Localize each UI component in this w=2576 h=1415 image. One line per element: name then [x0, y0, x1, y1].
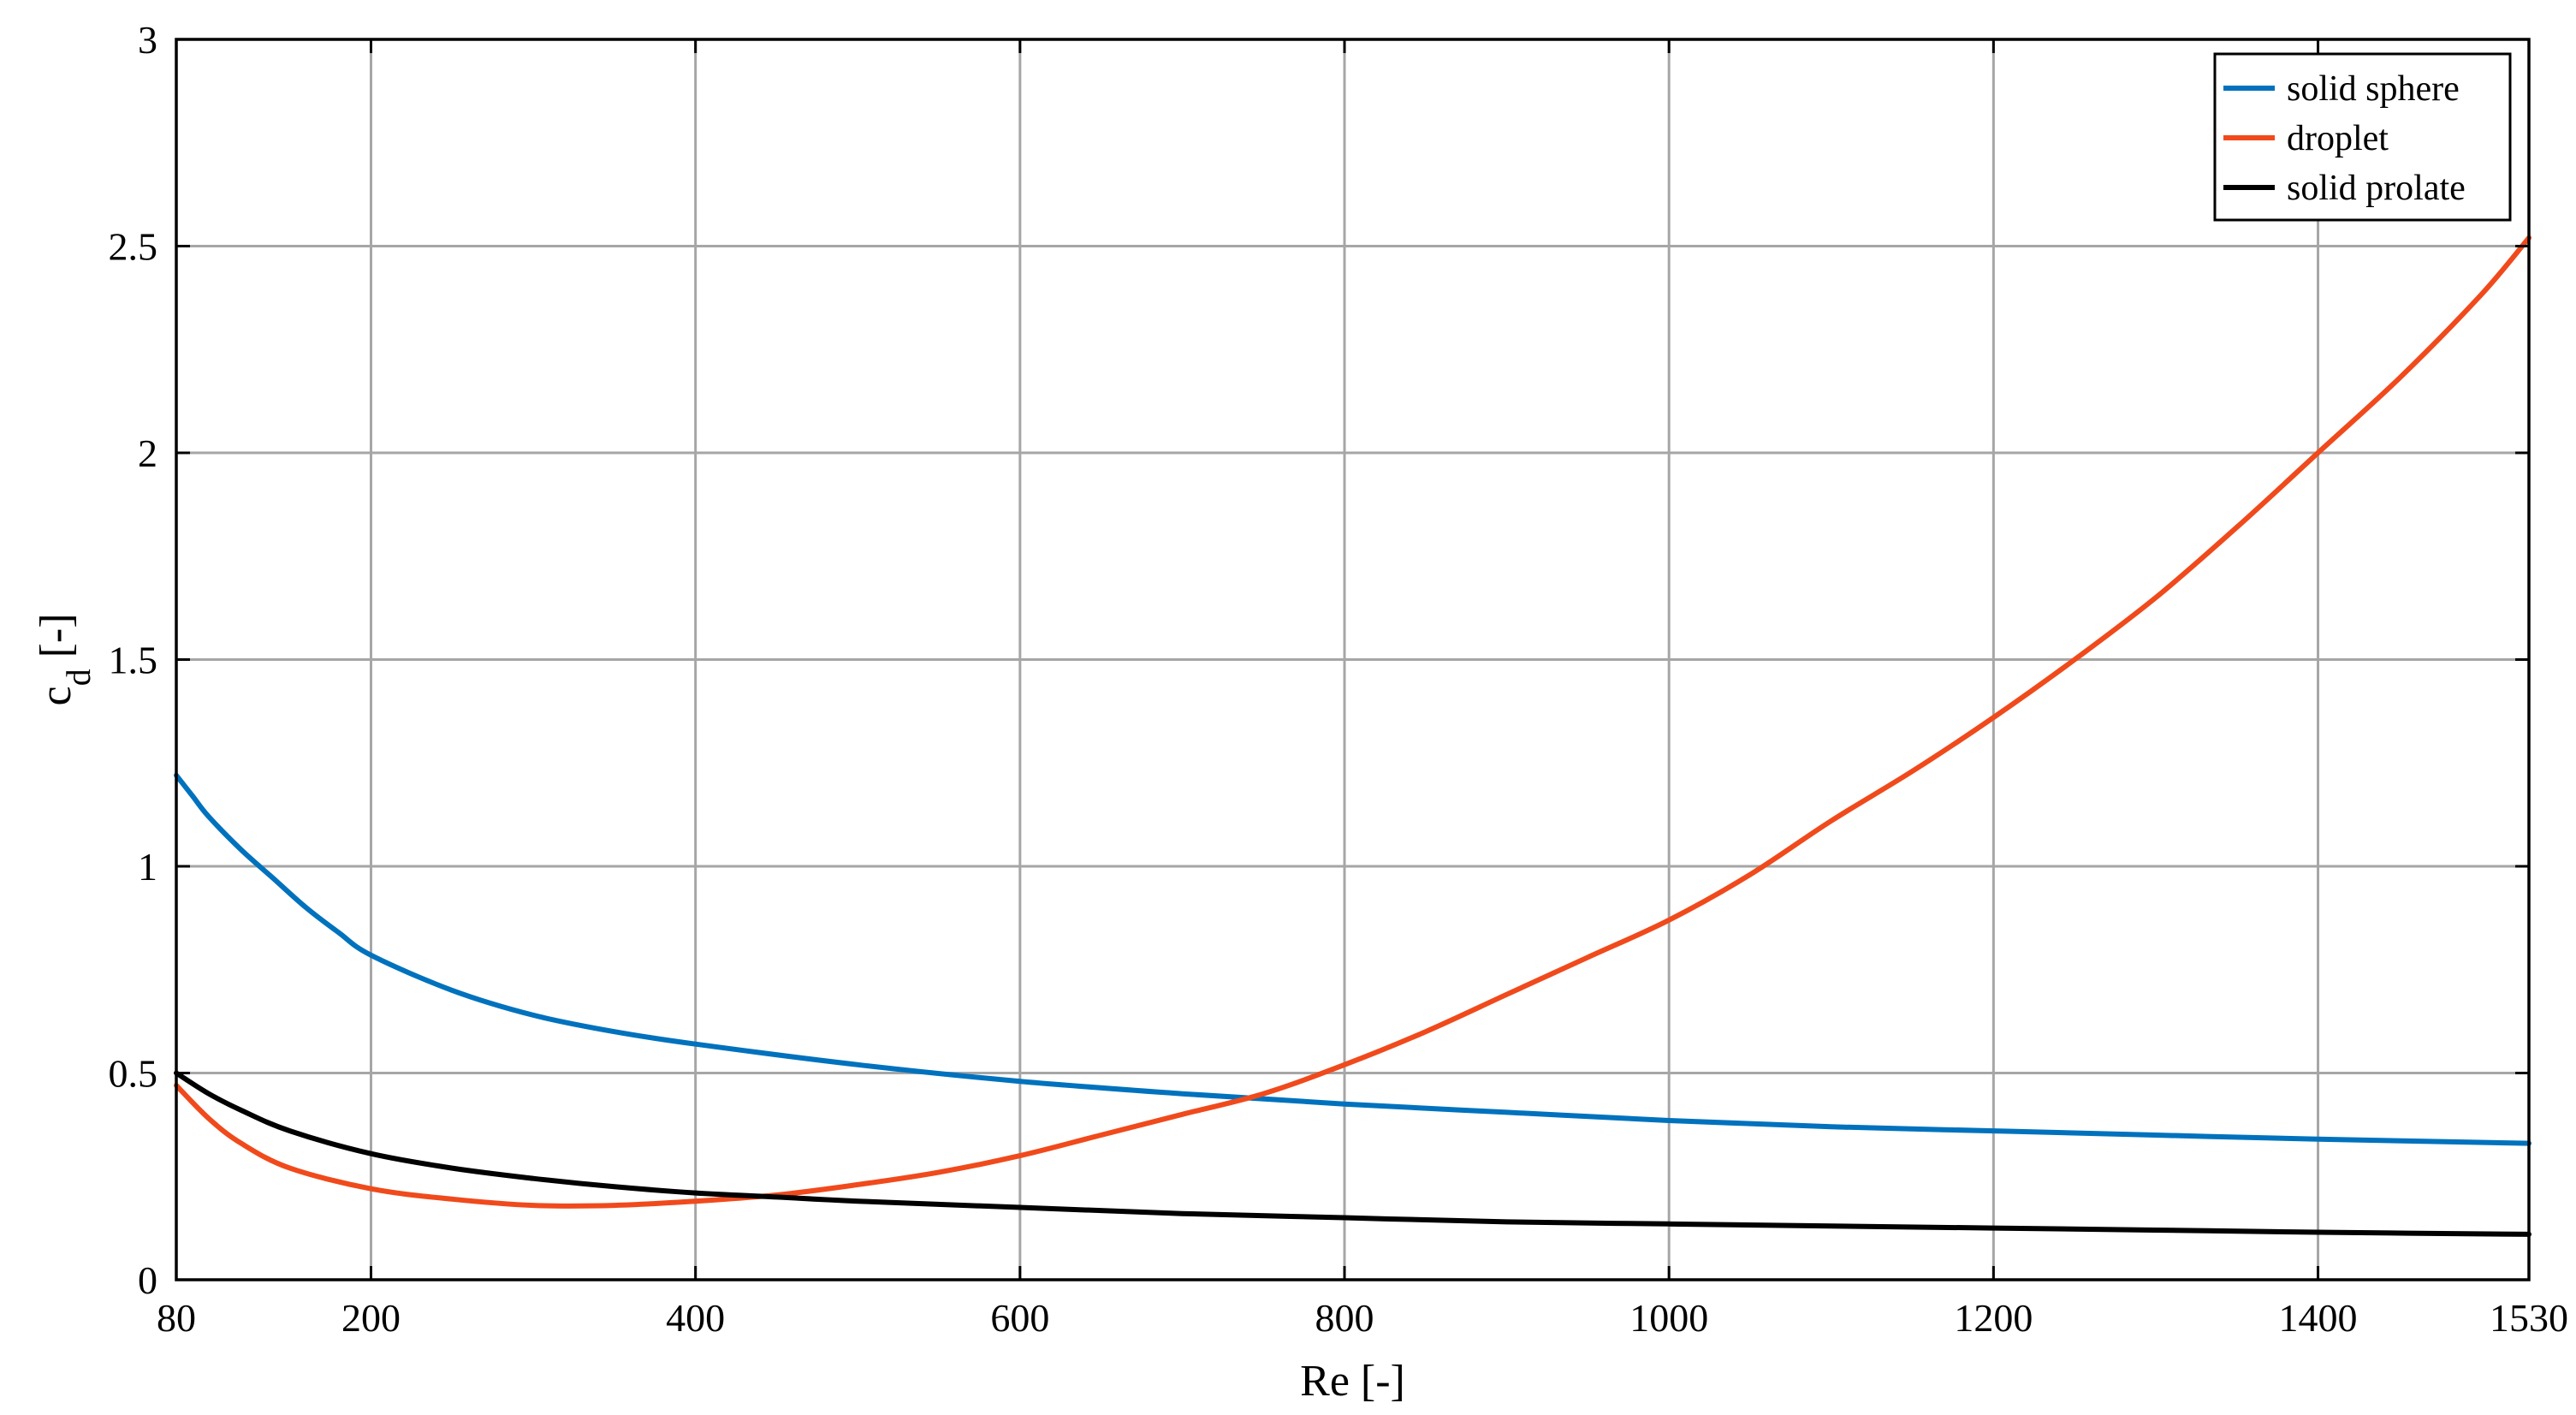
series-group [174, 235, 2531, 1237]
y-tick-label: 0.5 [109, 1052, 158, 1096]
x-tick-label: 80 [157, 1296, 196, 1340]
y-tick-label: 2 [138, 431, 157, 475]
y-axis-title: cd [-] [32, 613, 98, 705]
legend-label-solid-sphere: solid sphere [2287, 69, 2460, 109]
x-tick-label: 1200 [1954, 1296, 2033, 1340]
y-tick-label: 0 [138, 1258, 157, 1302]
grid [176, 39, 2529, 1280]
series-line-solid-prolate [174, 1070, 2531, 1237]
x-tick-label: 1000 [1629, 1296, 1708, 1340]
tick-labels: 80 200 400 600 800 1000 1200 1400 1530 0 0.5 1 1.5 2 2… [109, 18, 2569, 1340]
x-tick-label: 1400 [2279, 1296, 2358, 1340]
legend-label-droplet: droplet [2287, 119, 2389, 158]
x-tick-label: 600 [990, 1296, 1049, 1340]
y-tick-label: 2.5 [109, 225, 158, 269]
y-tick-label: 1 [138, 845, 157, 889]
y-axis-title-main: c [32, 686, 80, 705]
x-tick-label: 400 [666, 1296, 725, 1340]
legend: solid sphere droplet solid prolate [2213, 52, 2512, 222]
y-tick-label: 1.5 [109, 639, 158, 682]
y-axis-title-subscript: d [59, 669, 98, 686]
ticks [175, 38, 2531, 1281]
series-line-solid-sphere [174, 772, 2531, 1146]
y-tick-label: 3 [138, 18, 157, 62]
x-tick-label: 800 [1315, 1296, 1374, 1340]
y-axis-title-suffix: [-] [32, 613, 80, 669]
legend-label-solid-prolate: solid prolate [2287, 169, 2466, 208]
x-tick-label: 200 [341, 1296, 401, 1340]
x-axis-title: Re [-] [1300, 1357, 1405, 1406]
x-tick-label: 1530 [2490, 1296, 2568, 1340]
series-line-droplet [174, 235, 2531, 1209]
